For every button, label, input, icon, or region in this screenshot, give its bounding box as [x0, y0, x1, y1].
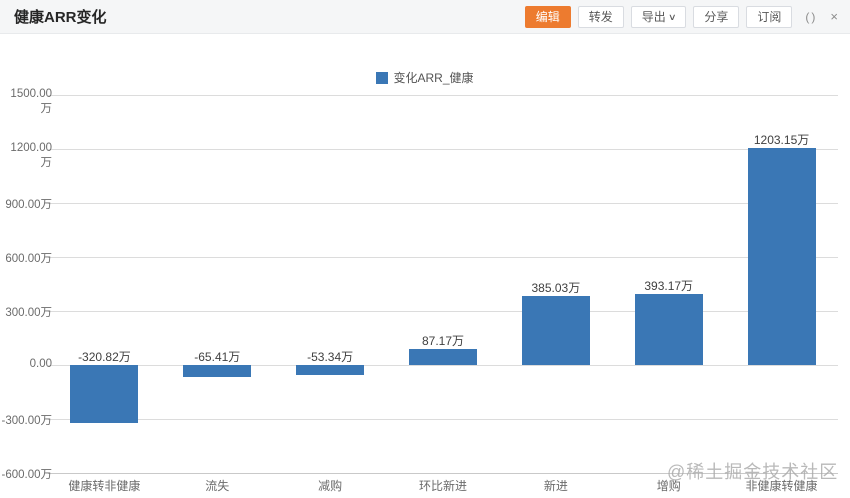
bar-value-label: -65.41万 [194, 350, 241, 364]
x-axis-label: 流失 [205, 479, 230, 493]
bar[interactable] [747, 148, 816, 365]
close-icon[interactable]: × [830, 9, 838, 24]
y-axis-tick: 900.00万 [5, 199, 52, 211]
subscribe-button[interactable]: 订阅 [746, 6, 793, 28]
bar[interactable] [409, 349, 477, 365]
bar[interactable] [521, 295, 590, 365]
watermark: @稀土掘金技术社区 [667, 462, 839, 482]
page-title: 健康ARR变化 [14, 9, 107, 26]
x-axis-label: 环比新进 [418, 479, 467, 493]
legend-item[interactable]: 变化ARR_健康 [376, 69, 474, 86]
gridline [48, 365, 838, 366]
export-button-label: 导出 [641, 10, 666, 24]
gridline [48, 203, 838, 204]
legend-swatch [376, 71, 389, 84]
bar-value-label: -53.34万 [307, 350, 354, 364]
y-axis-tick: 300.00万 [5, 307, 52, 319]
gridline [48, 311, 838, 312]
gridline [48, 95, 838, 96]
refresh-icon[interactable]: () [805, 10, 818, 24]
bar-value-label: -320.82万 [78, 350, 131, 364]
bar-value-label: 1203.15万 [753, 133, 810, 148]
edit-button[interactable]: 编辑 [524, 6, 571, 28]
gridline [48, 473, 838, 474]
bar[interactable] [183, 365, 252, 377]
y-axis-tick: 0.00 [29, 358, 52, 370]
window-header: 健康ARR变化 编辑 转发 导出 ∨ 分享 订阅 () × [0, 0, 850, 34]
y-axis-tick: -300.00万 [1, 415, 52, 427]
bar-value-label: 87.17万 [421, 334, 465, 349]
toolbar: 编辑 转发 导出 ∨ 分享 订阅 () × [524, 0, 838, 34]
x-axis-label: 增购 [656, 479, 681, 493]
y-axis-tick: 1500.00万 [10, 88, 52, 115]
x-axis-label: 非健康转健康 [745, 479, 818, 493]
bar-value-label: 393.17万 [644, 279, 694, 294]
gridline [48, 257, 838, 258]
share-button[interactable]: 分享 [693, 6, 740, 28]
x-axis-label: 健康转非健康 [68, 479, 141, 493]
forward-button[interactable]: 转发 [577, 6, 624, 28]
bar[interactable] [296, 365, 365, 375]
legend-label: 变化ARR_健康 [393, 71, 474, 85]
bar[interactable] [70, 365, 139, 423]
bar-value-label: 385.03万 [531, 280, 581, 295]
y-axis-tick: 600.00万 [5, 253, 52, 265]
x-axis-label: 新进 [543, 479, 568, 493]
chart-legend: 变化ARR_健康 [0, 69, 850, 86]
y-axis-tick: -600.00万 [1, 469, 52, 481]
gridline [48, 419, 838, 420]
bar[interactable] [634, 294, 703, 365]
x-axis-label: 减购 [318, 479, 343, 493]
chevron-down-icon: ∨ [667, 12, 677, 22]
y-axis-tick: 1200.00万 [10, 142, 52, 169]
gridline [48, 149, 838, 150]
export-button[interactable]: 导出 ∨ [630, 6, 687, 28]
